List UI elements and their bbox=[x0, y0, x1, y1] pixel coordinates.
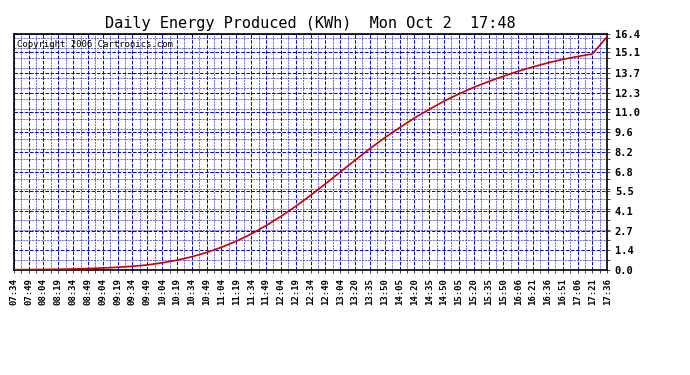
Title: Daily Energy Produced (KWh)  Mon Oct 2  17:48: Daily Energy Produced (KWh) Mon Oct 2 17… bbox=[105, 16, 516, 31]
Text: Copyright 2006 Cartronics.com: Copyright 2006 Cartronics.com bbox=[17, 40, 172, 49]
